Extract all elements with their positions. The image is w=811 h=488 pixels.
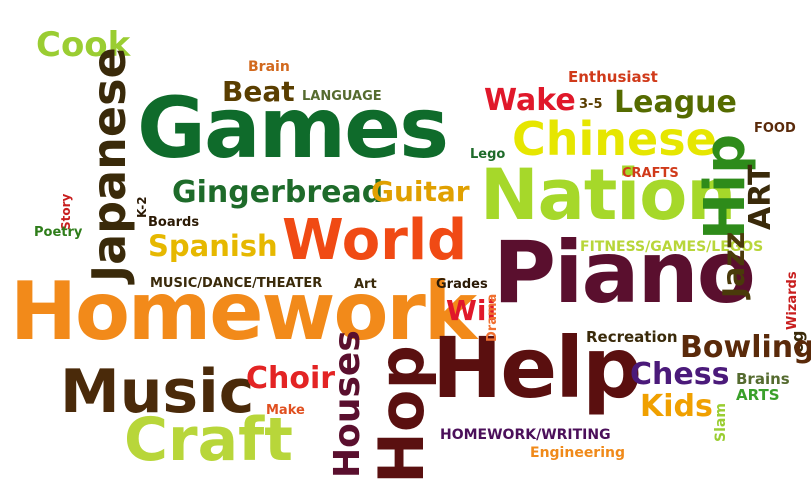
word-hop: Hop [365, 345, 438, 484]
word-engineering: Engineering [530, 445, 625, 461]
word-art-small: Art [354, 277, 377, 292]
word-kids: Kids [640, 389, 713, 424]
word-wizards: Wizards [785, 271, 800, 330]
word-japanese: Japanese [82, 47, 136, 282]
word-arts: ARTS [736, 386, 780, 404]
word-jazz: Jazz [717, 231, 752, 298]
word-food: FOOD [754, 121, 796, 136]
word-lego: Lego [470, 147, 506, 162]
word-enthusiast: Enthusiast [568, 68, 658, 86]
word-crafts: CRAFTS [622, 166, 679, 181]
word-music: Music [60, 357, 255, 427]
word-poetry: Poetry [34, 225, 83, 240]
word-craft: Craft [124, 405, 293, 475]
word-art: ART [743, 164, 778, 230]
word-fitness-games-legos: FITNESS/GAMES/LEGOS [580, 239, 764, 255]
word-make: Make [266, 403, 305, 418]
word-games: Games [137, 79, 449, 177]
word-wii: Wii [446, 294, 497, 327]
word-chess: Chess [630, 357, 730, 392]
word-choir: Choir [246, 361, 336, 396]
word-brains: Brains [736, 370, 790, 388]
word-bowling: Bowling [680, 330, 811, 365]
word-language: LANGUAGE [302, 89, 382, 104]
word-homework-writing: HOMEWORK/WRITING [440, 427, 611, 443]
word-k-2: K-2 [135, 196, 149, 218]
word-brain: Brain [248, 59, 290, 75]
word-boards: Boards [148, 215, 200, 230]
word-spanish: Spanish [148, 229, 278, 263]
word-nation: Nation [480, 154, 736, 236]
word-homework: Homework [10, 265, 477, 358]
word-league: League [614, 85, 737, 120]
word-music-dance-theater: MUSIC/DANCE/THEATER [150, 276, 323, 291]
word-recreation: Recreation [586, 328, 678, 346]
word-gingerbread: Gingerbread [172, 175, 384, 210]
word-cook: Cook [36, 25, 131, 65]
word-grades: Grades [436, 277, 488, 292]
word-houses: Houses [327, 330, 368, 478]
word-beat: Beat [222, 75, 295, 108]
word-wake: Wake [484, 83, 576, 118]
word-piano: Piano [493, 223, 756, 323]
word-world: World [282, 208, 468, 273]
word-chinese: Chinese [512, 112, 717, 166]
word-help: Help [432, 319, 642, 417]
word-guitar: Guitar [371, 175, 470, 208]
word-3-5: 3-5 [579, 97, 603, 112]
word-slam: Slam [713, 403, 729, 442]
